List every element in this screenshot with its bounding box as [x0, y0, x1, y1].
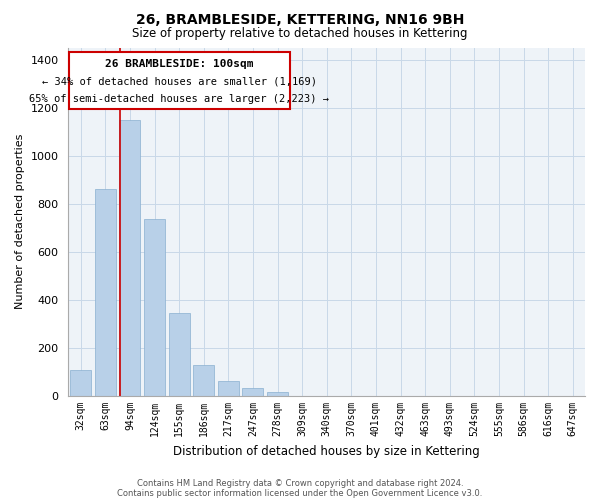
Bar: [144, 220, 165, 396]
Text: 65% of semi-detached houses are larger (2,223) →: 65% of semi-detached houses are larger (…: [29, 94, 329, 104]
Bar: [119, 120, 140, 396]
Text: Contains HM Land Registry data © Crown copyright and database right 2024.: Contains HM Land Registry data © Crown c…: [137, 478, 463, 488]
Bar: [70, 370, 91, 396]
Text: Size of property relative to detached houses in Kettering: Size of property relative to detached ho…: [132, 28, 468, 40]
Text: Contains public sector information licensed under the Open Government Licence v3: Contains public sector information licen…: [118, 488, 482, 498]
Y-axis label: Number of detached properties: Number of detached properties: [15, 134, 25, 310]
X-axis label: Distribution of detached houses by size in Kettering: Distribution of detached houses by size …: [173, 444, 480, 458]
Text: ← 34% of detached houses are smaller (1,169): ← 34% of detached houses are smaller (1,…: [42, 76, 317, 86]
Bar: [267, 392, 288, 396]
Text: 26 BRAMBLESIDE: 100sqm: 26 BRAMBLESIDE: 100sqm: [105, 59, 254, 69]
Bar: [95, 190, 116, 396]
Bar: [218, 381, 239, 396]
Bar: [242, 388, 263, 396]
Bar: [69, 52, 290, 109]
Bar: [193, 365, 214, 396]
Text: 26, BRAMBLESIDE, KETTERING, NN16 9BH: 26, BRAMBLESIDE, KETTERING, NN16 9BH: [136, 12, 464, 26]
Bar: [169, 313, 190, 396]
